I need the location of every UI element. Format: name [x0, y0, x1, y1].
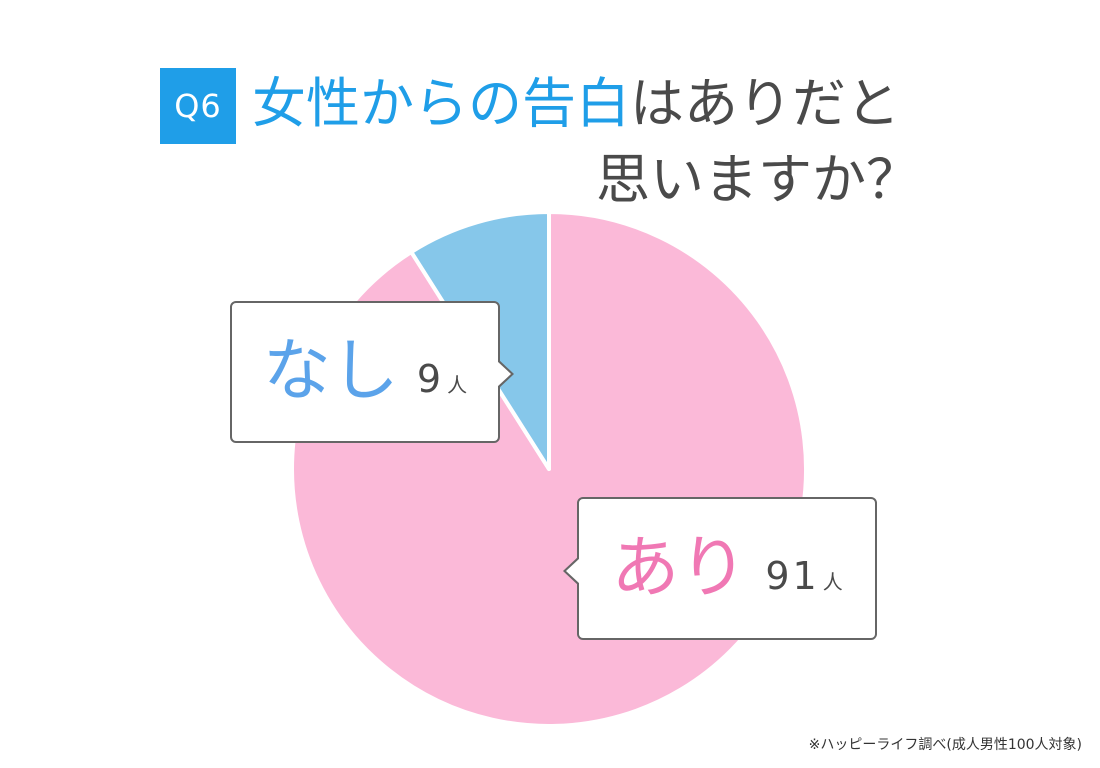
callout-count-ari: 91 人	[765, 554, 842, 598]
page-title: 女性からの告白はありだと	[252, 66, 900, 142]
callout-tail	[566, 558, 580, 584]
question-badge: Q6	[160, 68, 236, 144]
source-footnote: ※ハッピーライフ調べ(成人男性100人対象)	[808, 737, 1082, 753]
callout-ari: あり 91 人	[563, 497, 877, 640]
count-unit: 人	[447, 373, 468, 397]
count-value: 9	[416, 357, 445, 401]
callout-label-ari: あり	[611, 528, 748, 608]
page-title-line2: 思いますか？	[596, 148, 920, 211]
callout-label-nashi: なし	[262, 332, 399, 411]
count-value: 91	[765, 553, 820, 598]
title-highlight: 女性からの告白	[252, 72, 630, 135]
callout-tail	[497, 361, 511, 387]
title-rest: はありだと	[630, 72, 900, 135]
count-unit: 人	[822, 569, 843, 594]
